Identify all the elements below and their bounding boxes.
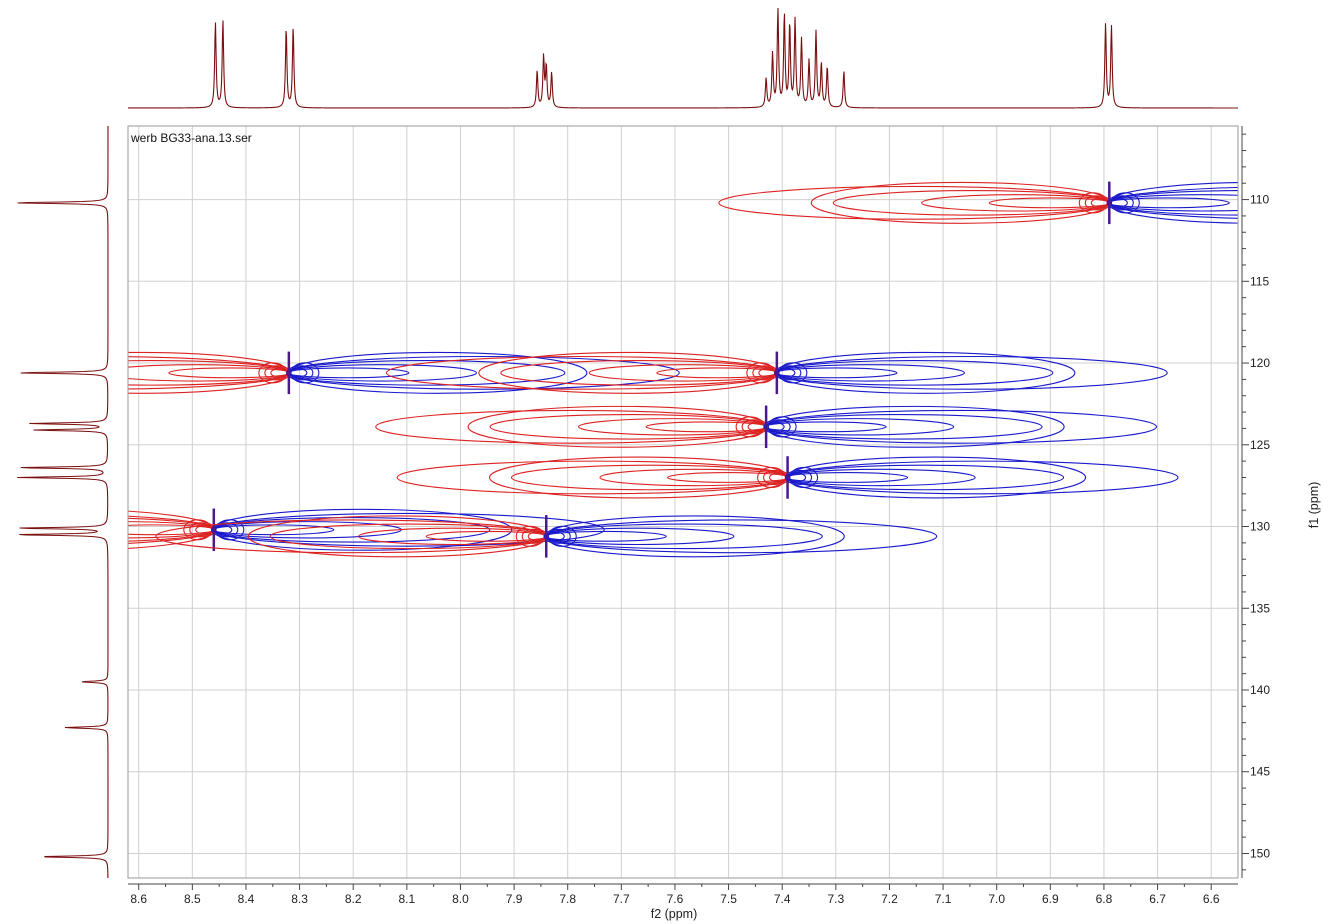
contour-line [269,523,549,550]
cross-peak [155,515,938,558]
contour-line [489,413,769,440]
cross-peak [718,181,1238,225]
contour-line [588,364,780,382]
x-tick-label: 7.4 [774,892,791,906]
x-tick-label: 7.5 [720,892,737,906]
contour-line [785,468,976,487]
x-tick-label: 7.0 [988,892,1005,906]
cross-peak [375,405,1158,449]
plot-frame [127,125,1239,879]
x-tick-label: 7.3 [827,892,844,906]
x-tick-label: 6.8 [1096,892,1113,906]
contour-line [810,181,1112,224]
grid-lines [128,126,1238,878]
y-axis-title: f1 (ppm) [1307,482,1321,529]
contour-line [774,367,898,379]
x-tick-label: 6.6 [1203,892,1220,906]
contour-line [286,351,588,394]
contour-ring [1110,198,1128,208]
contour-ring [215,525,233,535]
x-tick-label: 6.9 [1042,892,1059,906]
contour-line [599,468,791,487]
contour-line [921,194,1112,212]
contour-ring [789,472,807,483]
x-tick-label: 6.7 [1149,892,1166,906]
y-tick-label: 125 [1250,438,1270,452]
cross-peak [128,351,680,395]
x-tick-label: 7.9 [506,892,523,906]
y-tick-label: 145 [1250,765,1270,779]
contour-line [128,360,292,386]
contour-line [577,418,769,436]
contour-plot [128,181,1238,558]
x-tick-label: 8.4 [238,892,255,906]
contour-line [832,190,1112,216]
contour-line [1106,197,1230,209]
contour-line [763,405,1065,448]
y-tick-label: 130 [1250,520,1270,534]
y-tick-label: 150 [1250,846,1270,860]
contour-line [785,456,1087,499]
x-tick-label: 8.3 [291,892,308,906]
contour-line [785,464,1065,491]
contour-line [286,364,478,382]
y-tick-label: 140 [1250,683,1270,697]
contour-line [425,530,549,542]
x-tick-label: 7.1 [935,892,952,906]
y-axis: 110 115 120 125 130 135 140 145 150 [1241,126,1270,878]
contour-line [774,351,1076,394]
contour-ring [767,422,785,432]
y-tick-label: 120 [1250,356,1270,370]
x-axis: 8.6 8.5 8.4 8.3 8.2 8.1 8.0 7.9 7.8 7.7 7.6 7.5 7.4 7… [128,883,1238,906]
contour-line [500,360,780,386]
contour-line [763,421,887,433]
contour-line [785,472,909,483]
contour-line [543,527,735,546]
dataset-label: werb BG33-ana.13.ser [130,131,252,145]
x-tick-label: 8.0 [452,892,469,906]
contour-line [211,516,491,543]
contour-line [763,413,1043,440]
contour-line [286,360,566,386]
x-tick-label: 7.8 [559,892,576,906]
y-tick-label: 115 [1250,274,1269,288]
y-tick-label: 110 [1250,193,1269,207]
cross-peak [396,456,1179,499]
x-tick-label: 7.6 [667,892,684,906]
y-tick-label: 135 [1250,601,1270,615]
contour-line [774,364,965,382]
x-axis-title: f2 (ppm) [651,907,698,921]
contour-line [645,421,769,433]
contour-line [478,351,780,394]
contour-line [763,418,955,436]
f2-projection-trace [128,8,1238,109]
contour-line [774,360,1054,386]
contour-ring [778,368,796,378]
contour-ring [290,368,308,378]
contour-line [128,364,292,382]
contour-line [168,367,292,379]
x-tick-label: 7.2 [881,892,898,906]
f1-projection [17,126,109,878]
contour-line [358,527,549,546]
contour-line [489,456,791,499]
x-tick-label: 8.2 [345,892,362,906]
cross-peak [385,351,1168,395]
x-tick-label: 8.1 [398,892,415,906]
f2-projection [128,8,1238,109]
x-tick-label: 8.6 [130,892,147,906]
contour-ring [547,531,565,541]
contour-line [543,530,667,542]
contour-line [511,464,791,491]
f1-projection-trace [17,126,109,878]
x-tick-label: 8.5 [184,892,201,906]
contour-line [467,405,769,448]
x-tick-label: 7.7 [613,892,630,906]
contour-line [286,367,410,379]
